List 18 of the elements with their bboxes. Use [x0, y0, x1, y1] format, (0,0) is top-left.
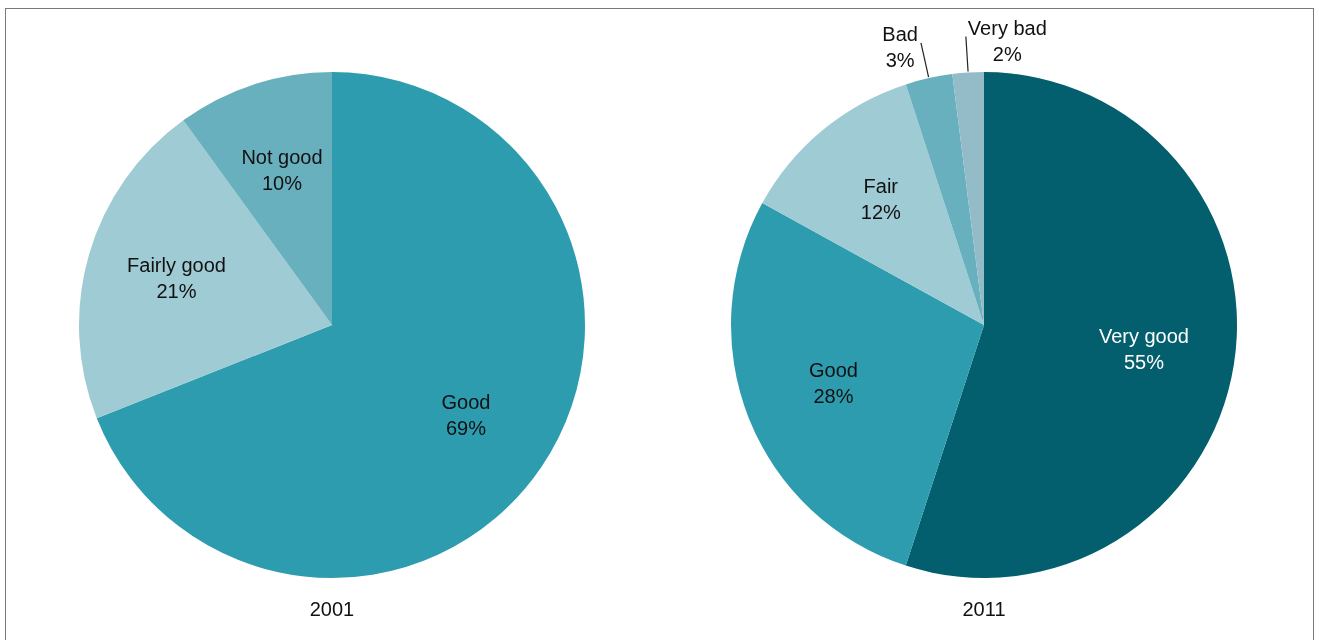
data-label: 28%: [813, 385, 854, 408]
slice-label: Bad: [882, 23, 918, 46]
slice-label: Not good: [241, 145, 323, 168]
text: 2011: [962, 597, 1006, 620]
slice-label: Very good: [1098, 324, 1189, 347]
text: 2001: [309, 597, 355, 620]
data-label: 21%: [156, 280, 197, 303]
slice-label: Good: [808, 359, 858, 382]
data-label: 55%: [1123, 350, 1165, 373]
data-label: 12%: [860, 200, 902, 223]
slice-label: Very bad: [967, 17, 1047, 40]
data-label: 69%: [445, 416, 487, 439]
slice-label: Fair: [863, 174, 899, 197]
slice-label: Good: [441, 390, 491, 413]
data-label: 2%: [992, 43, 1022, 66]
data-label: 3%: [885, 49, 915, 72]
data-label: 10%: [261, 171, 303, 194]
slice-label: Fairly good: [127, 254, 226, 277]
